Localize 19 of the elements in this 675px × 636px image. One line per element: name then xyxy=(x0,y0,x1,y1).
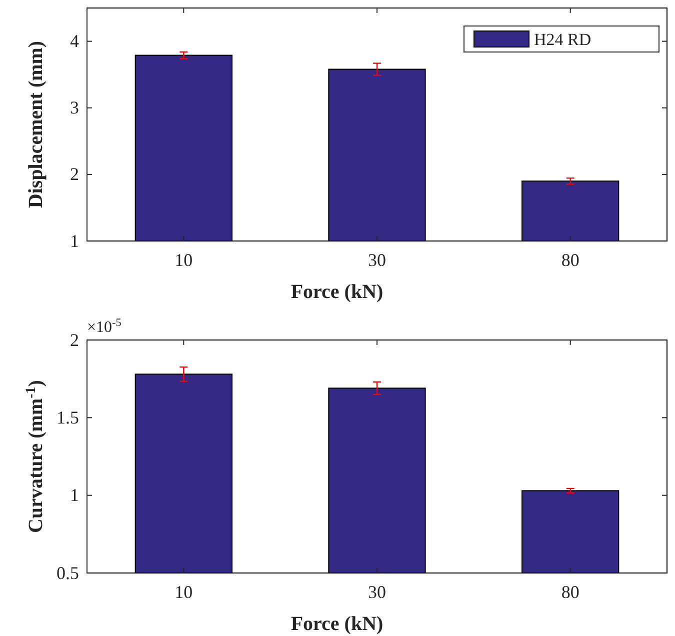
y-tick-label: 0.5 xyxy=(56,562,79,583)
x-tick-label: 80 xyxy=(561,250,580,270)
text: ×10$^{-5}$ xyxy=(87,317,122,336)
y-tick-label: 1 xyxy=(70,485,79,506)
x-axis-title: Force (kN) xyxy=(290,613,384,635)
y-axis-title: Displacement (mm) xyxy=(25,40,47,208)
y-tick-label: 2 xyxy=(70,330,79,350)
x-tick-label: 80 xyxy=(561,582,580,602)
x-tick-label: 30 xyxy=(368,582,386,602)
y-tick-label: 4 xyxy=(70,31,79,52)
legend-label: H24 RD xyxy=(534,30,592,49)
y-tick-label: 2 xyxy=(70,164,79,184)
y-tick-label: 1.5 xyxy=(56,407,79,428)
x-tick-label: 30 xyxy=(368,250,386,270)
x-tick-label: 10 xyxy=(174,582,193,602)
y-tick-label: 1 xyxy=(70,230,79,251)
y-tick-label: 3 xyxy=(70,98,79,118)
x-tick-label: 10 xyxy=(174,250,193,270)
x-axis-title: Force (kN) xyxy=(290,281,384,303)
